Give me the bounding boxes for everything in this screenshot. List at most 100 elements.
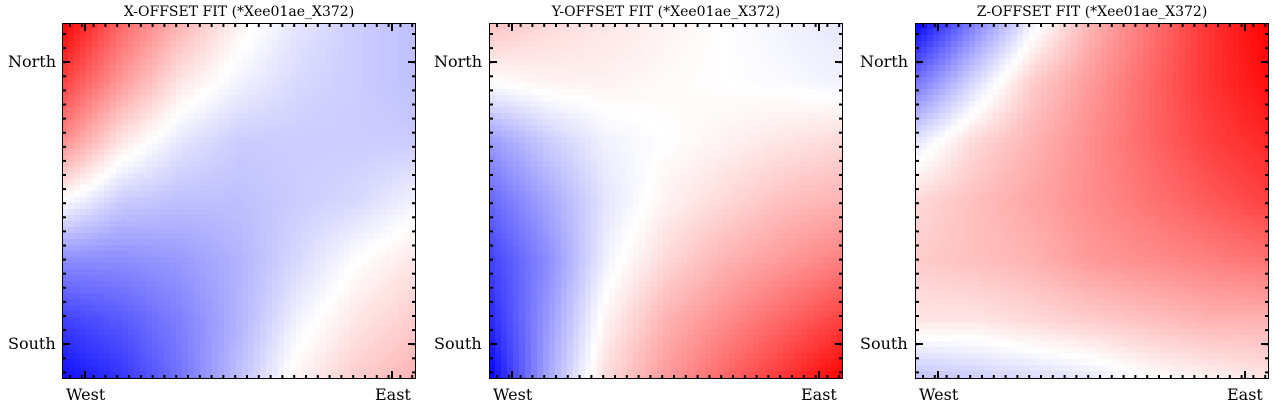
heatmap-cell [110, 203, 116, 209]
heatmap-cell [284, 47, 290, 53]
heatmap-cell [687, 143, 693, 149]
heatmap-cell [116, 173, 122, 179]
heatmap-cell [110, 113, 116, 119]
heatmap-cell [272, 341, 278, 347]
heatmap-cell [188, 71, 194, 77]
heatmap-cell [368, 269, 374, 275]
heatmap-cell [254, 347, 260, 353]
heatmap-cell [140, 209, 146, 215]
heatmap-cell [579, 95, 585, 101]
heatmap-cell [320, 35, 326, 41]
heatmap-cell [152, 29, 158, 35]
heatmap-cell [645, 29, 651, 35]
heatmap-cell [657, 107, 663, 113]
heatmap-cell [368, 281, 374, 287]
heatmap-cell [188, 41, 194, 47]
heatmap-cell [501, 41, 507, 47]
heatmap-cell [176, 221, 182, 227]
heatmap-cell [404, 281, 410, 287]
heatmap-cell [302, 329, 308, 335]
heatmap-cell [813, 113, 819, 119]
heatmap-cell [272, 311, 278, 317]
heatmap-cell [747, 71, 753, 77]
heatmap-cell [338, 251, 344, 257]
heatmap-cell [573, 137, 579, 143]
heatmap-cell [218, 251, 224, 257]
heatmap-cell [230, 65, 236, 71]
heatmap-cell [272, 119, 278, 125]
heatmap-cell [543, 29, 549, 35]
heatmap-cell [374, 251, 380, 257]
heatmap-cell [326, 179, 332, 185]
heatmap-cell [182, 209, 188, 215]
heatmap-cell [116, 245, 122, 251]
heatmap-cell [795, 41, 801, 47]
heatmap-cell [242, 59, 248, 65]
heatmap-cell [200, 185, 206, 191]
heatmap-cell [206, 209, 212, 215]
heatmap-cell [531, 137, 537, 143]
heatmap-cell [194, 137, 200, 143]
heatmap-cell [308, 35, 314, 41]
heatmap-cell [206, 191, 212, 197]
heatmap-cell [579, 101, 585, 107]
heatmap-cell [386, 53, 392, 59]
heatmap-cell [200, 95, 206, 101]
heatmap-cell [248, 371, 254, 377]
heatmap-cell [747, 137, 753, 143]
heatmap-cell [825, 143, 831, 149]
heatmap-cell [164, 41, 170, 47]
heatmap-cell [248, 305, 254, 311]
heatmap-cell [134, 161, 140, 167]
heatmap-cell [801, 47, 807, 53]
heatmap-cell [158, 95, 164, 101]
heatmap-cell [789, 47, 795, 53]
heatmap-cell [236, 347, 242, 353]
heatmap-cell [212, 185, 218, 191]
heatmap-cell [350, 77, 356, 83]
heatmap-cell [290, 323, 296, 329]
heatmap-cell [531, 41, 537, 47]
heatmap-cell [693, 29, 699, 35]
heatmap-cell [621, 95, 627, 101]
heatmap-cell [206, 83, 212, 89]
heatmap-cell [176, 335, 182, 341]
heatmap-cell [134, 59, 140, 65]
heatmap-cell [182, 365, 188, 371]
heatmap-cell [218, 215, 224, 221]
heatmap-cell [68, 341, 74, 347]
heatmap-cell [741, 107, 747, 113]
heatmap-cell [356, 299, 362, 305]
heatmap-cell [368, 365, 374, 371]
heatmap-cell [80, 371, 86, 377]
plot-frame [62, 23, 416, 379]
heatmap-cell [134, 119, 140, 125]
heatmap-cell [206, 251, 212, 257]
heatmap-cell [356, 317, 362, 323]
heatmap-cell [735, 71, 741, 77]
heatmap-cell [567, 137, 573, 143]
heatmap-cell [194, 233, 200, 239]
heatmap-cell [68, 203, 74, 209]
heatmap-cell [290, 35, 296, 41]
heatmap-cell [729, 53, 735, 59]
heatmap-cell [495, 83, 501, 89]
heatmap-cell [603, 89, 609, 95]
heatmap-cell [134, 53, 140, 59]
heatmap-cell [651, 59, 657, 65]
heatmap-cell [242, 341, 248, 347]
heatmap-cell [362, 257, 368, 263]
heatmap-cell [68, 251, 74, 257]
heatmap-cell [308, 281, 314, 287]
heatmap-cell [801, 29, 807, 35]
heatmap-cell [284, 323, 290, 329]
heatmap-cell [404, 107, 410, 113]
heatmap-cell [206, 293, 212, 299]
heatmap-cell [62, 239, 68, 245]
heatmap-cell [272, 197, 278, 203]
heatmap-cell [765, 101, 771, 107]
heatmap-cell [549, 59, 555, 65]
heatmap-cell [627, 23, 633, 29]
heatmap-cell [104, 323, 110, 329]
heatmap-cell [501, 155, 507, 161]
